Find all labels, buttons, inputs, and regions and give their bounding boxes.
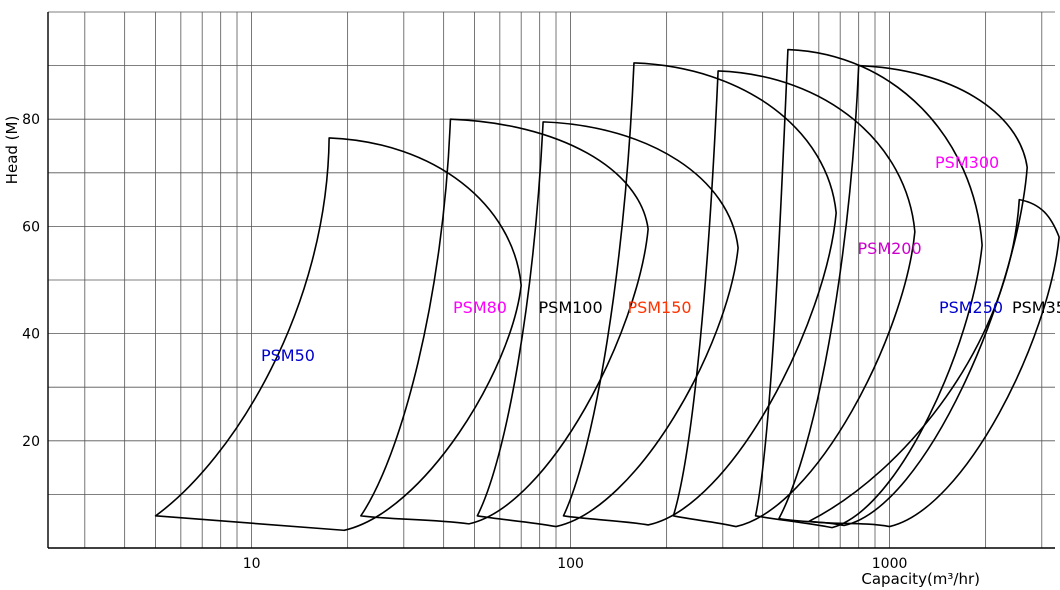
y-tick-label: 20 [22,434,40,450]
y-tick-label: 40 [22,327,40,343]
x-tick-label: 100 [557,556,584,572]
chart-grid [48,11,1055,548]
curve-psm200 [672,70,916,528]
curve-psm150 [562,62,837,526]
series-label-psm150: PSM150 [627,298,691,317]
x-axis-title: Capacity(m³/hr) [861,570,980,588]
curve-psm350 [808,198,1060,528]
series-label-psm300: PSM300 [935,153,999,172]
chart-ticks: 10 100 1000 20 40 60 80 [22,112,907,572]
series-label-psm250: PSM250 [939,298,1003,317]
y-tick-label: 60 [22,219,40,235]
y-axis-title: Head (M) [3,116,21,185]
series-label-psm100: PSM100 [539,298,603,317]
chart-series-labels: PSM50 PSM80 PSM100 PSM150 PSM200 PSM250 PSM300… [261,153,1060,365]
curve-psm80 [360,118,649,525]
curve-psm50 [154,137,522,532]
y-tick-label: 80 [22,112,40,128]
curve-psm100 [476,121,739,528]
series-label-psm200: PSM200 [858,239,922,258]
chart-curves [154,48,1060,532]
curve-psm300 [778,64,1028,527]
series-label-psm350: PSM350 [1012,298,1060,317]
series-label-psm50: PSM50 [261,346,315,365]
series-label-psm80: PSM80 [453,298,507,317]
x-tick-label: 1000 [872,556,908,572]
x-tick-label: 10 [243,556,261,572]
